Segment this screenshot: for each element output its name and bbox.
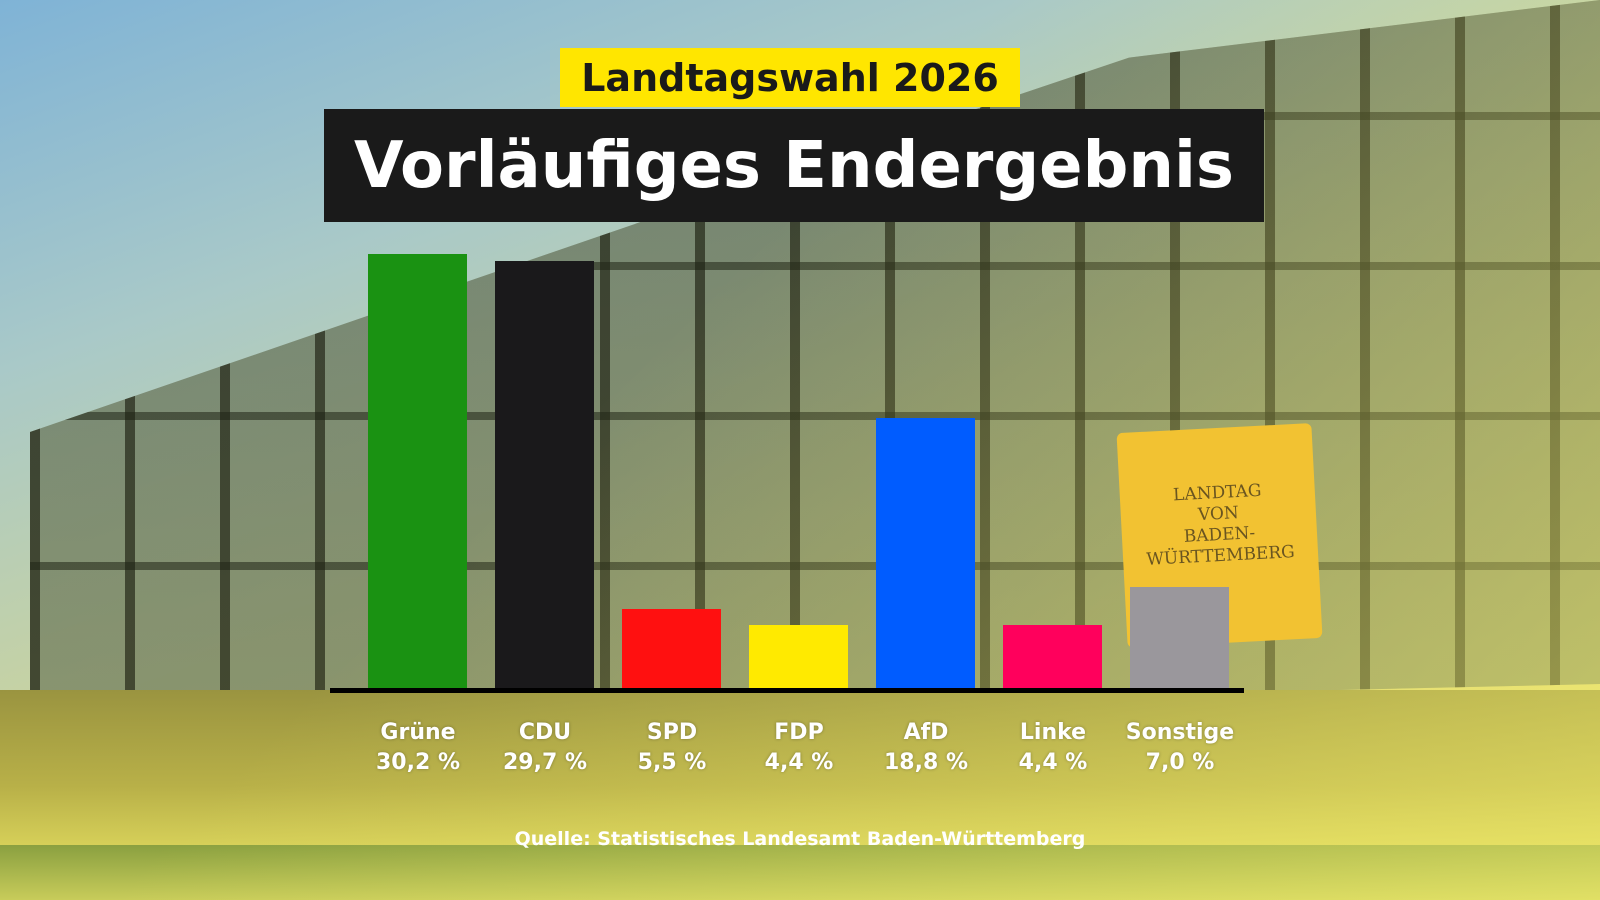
value-label: 4,4 % <box>1018 750 1088 775</box>
bar-label: Linke 4,4 % <box>983 718 1123 778</box>
bar-spd <box>622 608 721 688</box>
category-label: SPD <box>646 720 698 745</box>
category-label: Grüne <box>380 720 456 745</box>
category-label: Sonstige <box>1125 720 1235 745</box>
bar-label: AfD 18,8 % <box>856 718 996 778</box>
bar-label: SPD 5,5 % <box>602 718 742 778</box>
category-label: CDU <box>518 720 572 745</box>
bar-label: Grüne 30,2 % <box>348 718 488 778</box>
value-label: 18,8 % <box>884 750 968 775</box>
category-label: FDP <box>774 720 824 745</box>
value-label: 5,5 % <box>637 750 707 775</box>
bar-label: FDP 4,4 % <box>729 718 869 778</box>
bar-fdp <box>749 624 848 688</box>
category-label: AfD <box>903 720 949 745</box>
bar-grüne <box>368 254 467 688</box>
bar-sonstige <box>1130 587 1229 688</box>
value-label: 7,0 % <box>1145 750 1215 775</box>
value-label: 4,4 % <box>764 750 834 775</box>
bar-label: Sonstige 7,0 % <box>1110 718 1250 778</box>
source-note: Quelle: Statistisches Landesamt Baden-Wü… <box>514 828 1086 850</box>
category-label: Linke <box>1019 720 1087 745</box>
bar-afd <box>876 417 975 688</box>
bar-linke <box>1003 624 1102 688</box>
value-label: 29,7 % <box>503 750 587 775</box>
x-axis-line <box>330 688 1244 693</box>
value-label: 30,2 % <box>376 750 460 775</box>
bar-cdu <box>495 261 594 688</box>
bar-label: CDU 29,7 % <box>475 718 615 778</box>
